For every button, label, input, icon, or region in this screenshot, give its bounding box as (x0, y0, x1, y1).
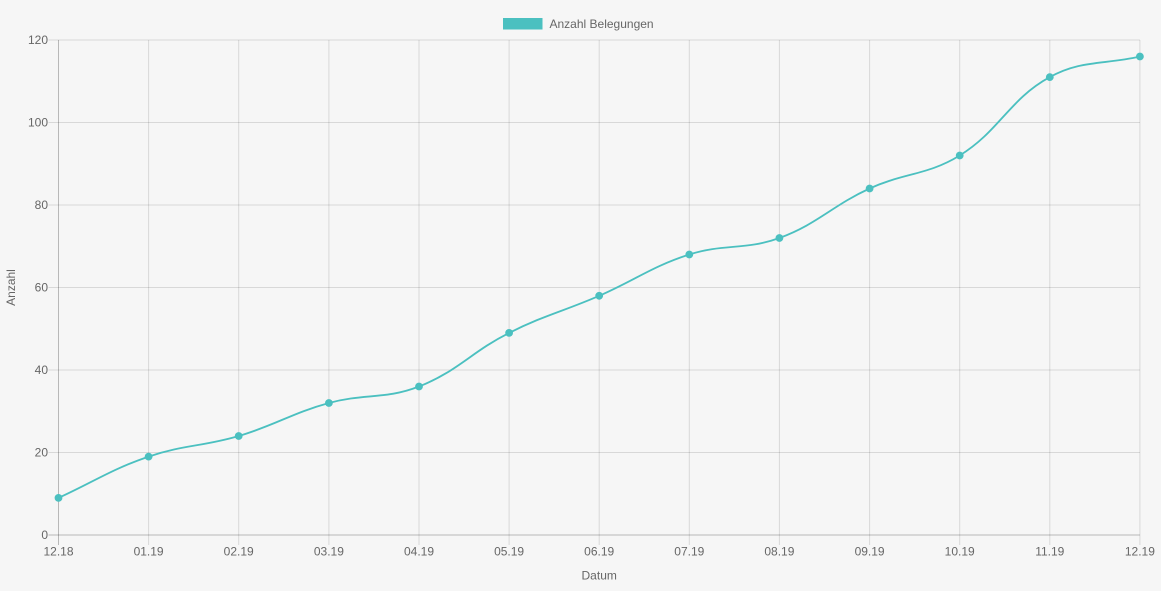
svg-text:12.19: 12.19 (1125, 544, 1155, 558)
svg-text:120: 120 (28, 33, 48, 47)
svg-text:0: 0 (41, 528, 48, 542)
svg-text:20: 20 (35, 446, 49, 460)
svg-text:12.18: 12.18 (43, 544, 73, 558)
svg-text:01.19: 01.19 (134, 544, 164, 558)
svg-text:06.19: 06.19 (584, 544, 614, 558)
svg-text:02.19: 02.19 (224, 544, 254, 558)
svg-text:03.19: 03.19 (314, 544, 344, 558)
svg-text:07.19: 07.19 (674, 544, 704, 558)
svg-text:04.19: 04.19 (404, 544, 434, 558)
svg-text:09.19: 09.19 (855, 544, 885, 558)
svg-text:Anzahl: Anzahl (4, 269, 18, 306)
svg-text:60: 60 (35, 281, 49, 295)
svg-text:05.19: 05.19 (494, 544, 524, 558)
svg-text:40: 40 (35, 363, 49, 377)
svg-text:Datum: Datum (582, 568, 617, 582)
svg-text:100: 100 (28, 116, 48, 130)
svg-text:Anzahl Belegungen: Anzahl Belegungen (550, 17, 654, 31)
svg-text:08.19: 08.19 (764, 544, 794, 558)
svg-text:10.19: 10.19 (945, 544, 975, 558)
svg-text:11.19: 11.19 (1035, 544, 1064, 558)
svg-text:80: 80 (35, 198, 49, 212)
